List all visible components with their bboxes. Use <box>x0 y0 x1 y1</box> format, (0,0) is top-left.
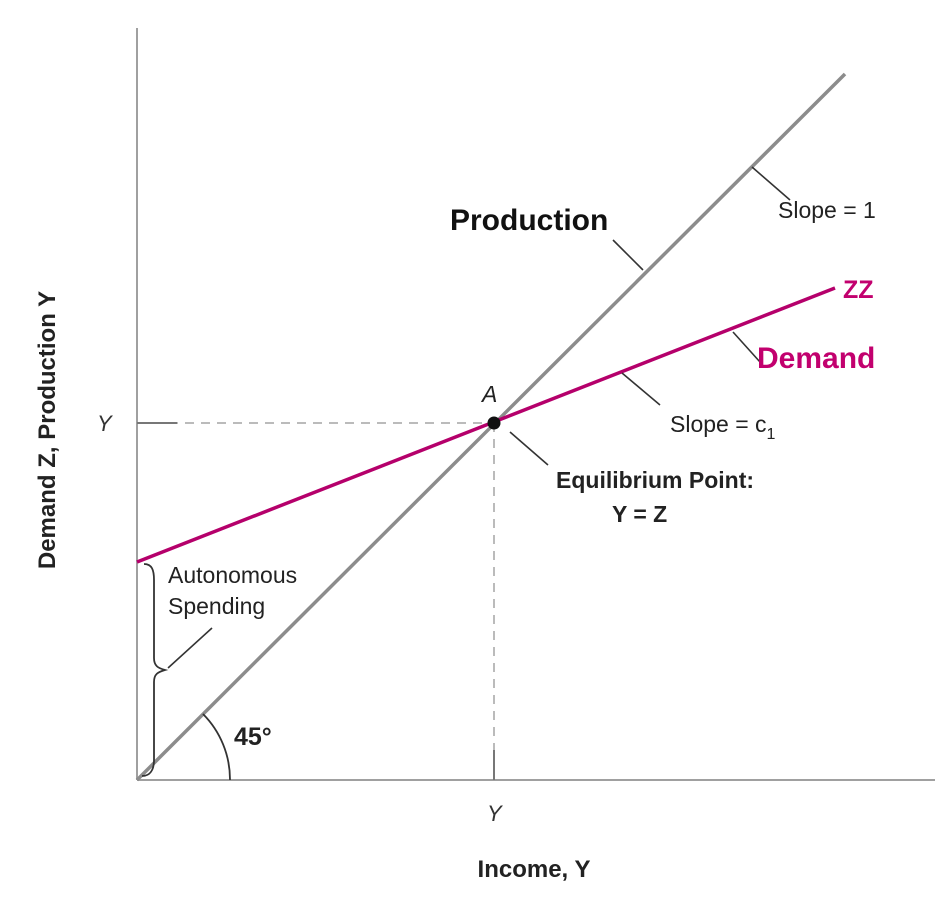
equilibrium-point <box>487 416 501 430</box>
production-leader <box>612 239 644 271</box>
autonomous-label-line1: Autonomous <box>168 562 297 588</box>
zz-label: ZZ <box>843 276 874 304</box>
y-axis-title: Demand Z, Production Y <box>34 291 61 569</box>
autonomous-spending-leader <box>167 627 213 669</box>
production-label: Production <box>450 204 608 237</box>
slope-c1-label: Slope = c1 <box>670 411 776 443</box>
equilibrium-leader <box>509 431 549 466</box>
slope-c1-leader <box>621 372 661 406</box>
slope-one-leader <box>751 166 791 201</box>
autonomous-spending-brace <box>141 563 169 777</box>
demand-leader <box>732 331 761 363</box>
equilibrium-title: Equilibrium Point: <box>556 467 754 493</box>
slope-c1-subscript: 1 <box>767 426 776 443</box>
y-tick-label: Y <box>97 411 113 436</box>
demand-zz-line <box>136 286 836 564</box>
slope-one-label: Slope = 1 <box>778 197 876 223</box>
autonomous-label-line2: Spending <box>168 593 265 619</box>
equilibrium-point-letter: A <box>480 381 497 407</box>
slope-c1-prefix: Slope = c <box>670 411 767 437</box>
demand-label: Demand <box>757 342 875 375</box>
angle-arc <box>202 713 231 781</box>
x-tick-label: Y <box>487 801 503 826</box>
angle-label: 45° <box>234 723 272 751</box>
x-axis-title: Income, Y <box>478 856 591 883</box>
equilibrium-condition: Y = Z <box>612 501 667 527</box>
